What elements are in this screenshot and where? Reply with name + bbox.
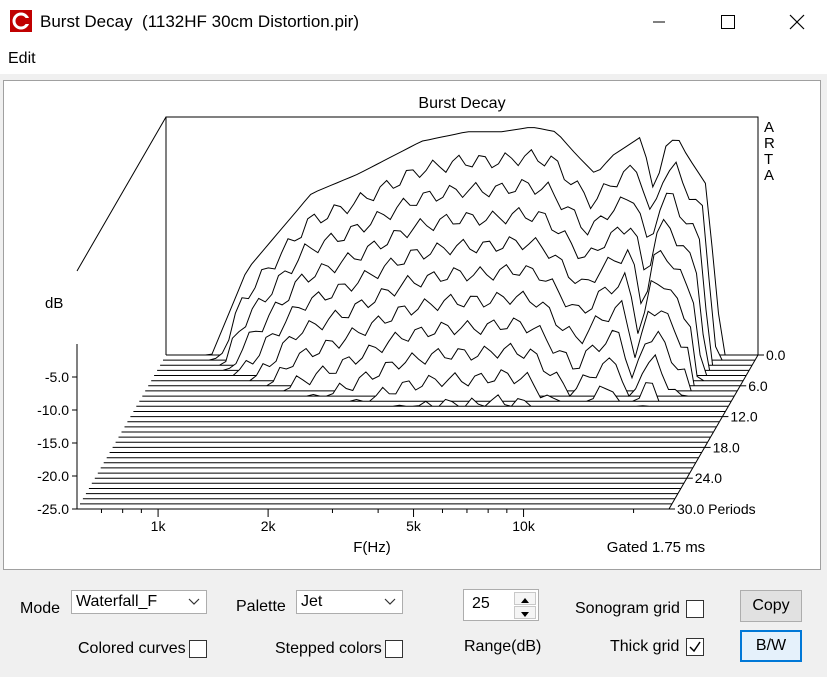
- maximize-icon: [721, 15, 735, 29]
- chevron-down-icon: [188, 598, 200, 605]
- gate-label: Gated 1.75 ms: [607, 539, 705, 556]
- sonogram-grid-checkbox[interactable]: [686, 600, 704, 618]
- menu-bar: Edit: [0, 44, 827, 74]
- range-label: Range(dB): [464, 638, 542, 655]
- copy-button[interactable]: Copy: [740, 590, 802, 622]
- z-tick-label: 6.0: [748, 378, 768, 394]
- close-icon: [789, 14, 805, 30]
- chart-title: Burst Decay: [418, 95, 505, 112]
- back-panel-line: [165, 116, 759, 355]
- range-up-button[interactable]: [514, 592, 536, 605]
- brand-letter: T: [764, 151, 773, 168]
- mode-value: Waterfall_F: [76, 593, 158, 610]
- brand-letter: A: [764, 167, 774, 184]
- z-tick-label: 12.0: [730, 409, 757, 425]
- palette-label: Palette: [236, 598, 286, 615]
- stepped-colors-label: Stepped colors: [275, 640, 382, 657]
- y-tick-label: -15.0: [37, 435, 69, 451]
- z-tick-label: 24.0: [695, 470, 722, 486]
- mode-label: Mode: [20, 600, 61, 617]
- bw-button[interactable]: B/W: [740, 630, 802, 662]
- check-icon: [689, 641, 701, 653]
- colored-curves-label: Colored curves: [78, 640, 186, 657]
- window-title: Burst Decay (1132HF 30cm Distortion.pir): [40, 12, 360, 31]
- z-axis: 0.0 6.0 12.0 18.0 24.0 30.0 Periods: [668, 347, 786, 517]
- range-spinner[interactable]: 25: [463, 589, 539, 621]
- title-bar: Burst Decay (1132HF 30cm Distortion.pir): [0, 0, 827, 44]
- maximize-button[interactable]: [705, 0, 751, 44]
- y-tick-label: -25.0: [37, 501, 69, 517]
- caret-down-icon: [521, 612, 529, 617]
- waterfall-slices: [77, 127, 758, 510]
- z-tick-label: 0.0: [766, 347, 786, 363]
- y-tick-label: -20.0: [37, 468, 69, 484]
- menu-edit[interactable]: Edit: [8, 50, 36, 67]
- caret-up-icon: [521, 598, 529, 603]
- chevron-down-icon: [384, 598, 396, 605]
- z-tick-label: 18.0: [713, 439, 740, 455]
- decay-slice: [136, 394, 729, 407]
- x-tick-label: 5k: [406, 518, 422, 534]
- mode-select[interactable]: Waterfall_F: [71, 590, 207, 614]
- x-tick-label: 10k: [512, 518, 536, 534]
- range-value: 25: [472, 595, 490, 612]
- minimize-button[interactable]: [636, 0, 682, 44]
- thick-grid-checkbox[interactable]: [686, 638, 704, 656]
- decay-slice: [139, 369, 732, 402]
- z-axis-line: [668, 354, 759, 510]
- x-axis-label: F(Hz): [353, 539, 391, 556]
- left-diagonal-line: [76, 116, 167, 272]
- x-tick-label: 2k: [261, 518, 277, 534]
- z-tick-label: 30.0 Periods: [677, 501, 756, 517]
- control-panel: [0, 572, 827, 677]
- y-tick-label: -10.0: [37, 402, 69, 418]
- sonogram-grid-label: Sonogram grid: [575, 600, 680, 617]
- minimize-icon: [653, 21, 665, 23]
- brand-letter: A: [764, 119, 774, 136]
- thick-grid-label: Thick grid: [610, 638, 680, 655]
- app-icon: [10, 10, 32, 32]
- y-tick-label: -5.0: [45, 369, 69, 385]
- y-axis-label: dB: [45, 295, 63, 312]
- palette-select[interactable]: Jet: [296, 590, 403, 614]
- y-axis: -5.0 -10.0 -15.0 -20.0 -25.0: [37, 369, 77, 517]
- x-tick-label: 1k: [151, 518, 167, 534]
- brand-letter: R: [764, 135, 775, 152]
- close-button[interactable]: [774, 0, 820, 44]
- decay-slice: [142, 342, 735, 397]
- range-down-button[interactable]: [514, 606, 536, 619]
- palette-value: Jet: [301, 593, 323, 610]
- stepped-colors-checkbox[interactable]: [385, 640, 403, 658]
- colored-curves-checkbox[interactable]: [189, 640, 207, 658]
- x-axis: 1k 2k 5k 10k: [100, 509, 635, 534]
